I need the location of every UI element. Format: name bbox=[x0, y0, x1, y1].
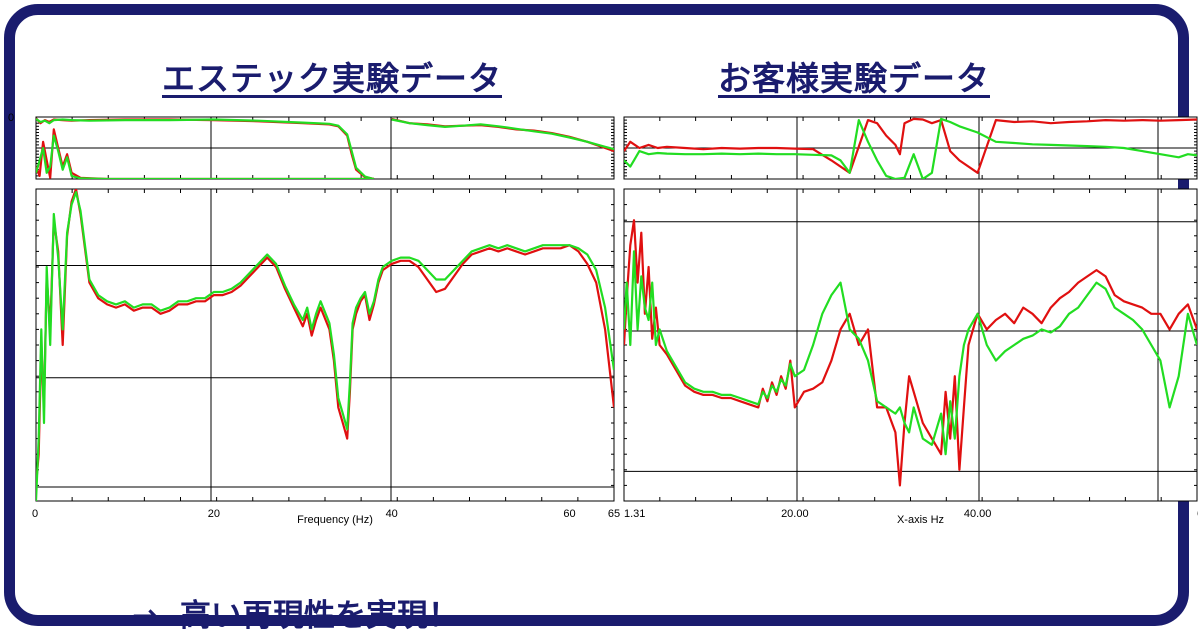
plot-frame bbox=[35, 188, 615, 502]
series-line bbox=[36, 189, 614, 486]
x-axis-label: X-axis Hz bbox=[897, 514, 944, 526]
series-line bbox=[36, 134, 374, 179]
x-tick-label: 20 bbox=[208, 508, 220, 520]
plot-left-phase: 0 bbox=[8, 112, 615, 180]
left-heading: エステック実験データ bbox=[162, 59, 502, 98]
series-group bbox=[36, 117, 614, 179]
series-line bbox=[391, 118, 614, 151]
series-line bbox=[624, 117, 1197, 174]
right-heading: お客様実験データ bbox=[718, 59, 990, 98]
series-group bbox=[36, 189, 614, 501]
series-line bbox=[36, 128, 374, 179]
series-line bbox=[624, 117, 1197, 179]
x-tick-label: 40.00 bbox=[964, 508, 992, 520]
series-line bbox=[36, 191, 614, 501]
conclusion-line: → 高い再現性を実現！ bbox=[132, 590, 459, 635]
x-tick-label: 40 bbox=[386, 508, 398, 520]
series-group bbox=[624, 219, 1197, 487]
series-line bbox=[624, 250, 1197, 456]
x-axis-label: Frequency (Hz) bbox=[297, 514, 373, 526]
x-tick-label: 0 bbox=[32, 508, 38, 520]
series-group bbox=[624, 117, 1197, 179]
y-axis-fragment: 0 bbox=[8, 112, 14, 124]
series-line bbox=[36, 118, 375, 179]
x-tick-label: 60 bbox=[563, 508, 575, 520]
x-tick-label: 1.31 bbox=[624, 508, 645, 520]
arrow-glyph: → bbox=[132, 598, 158, 634]
plot-right-phase bbox=[623, 116, 1198, 180]
x-tick-label: 20.00 bbox=[781, 508, 809, 520]
plot-left-magnitude: 0 20 40 60 65 Frequency (Hz) bbox=[32, 188, 620, 526]
x-tick-label: 65 bbox=[608, 508, 620, 520]
plot-frame bbox=[623, 188, 1198, 502]
conclusion-text: 高い再現性を実現！ bbox=[179, 598, 459, 634]
